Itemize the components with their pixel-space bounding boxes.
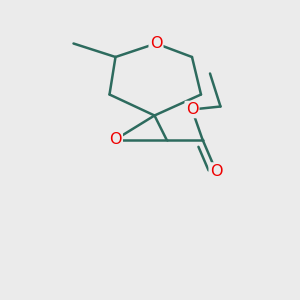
Text: O: O xyxy=(186,102,198,117)
Text: O: O xyxy=(210,164,222,178)
Text: O: O xyxy=(109,132,122,147)
Text: O: O xyxy=(150,36,162,51)
